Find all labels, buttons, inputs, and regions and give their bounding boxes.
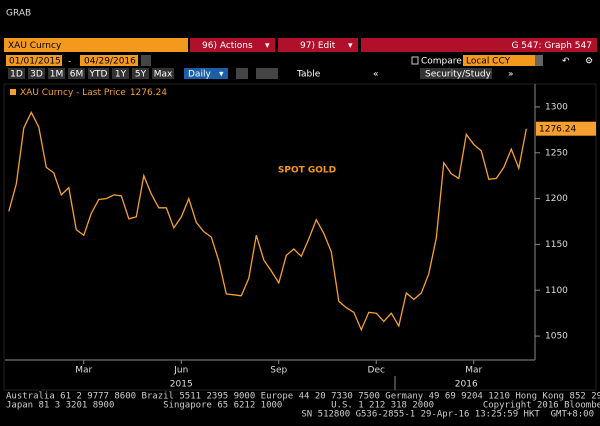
last-price-label: 1276.24 (539, 125, 576, 135)
x-tick-label: Mar (465, 366, 482, 376)
footer-line: SN 512800 G536-2855-1 29-Apr-16 13:25:59… (301, 410, 594, 420)
price-line (8, 110, 527, 332)
compare-icon (411, 56, 419, 65)
period-label: 6M (70, 70, 84, 80)
start-date: 01/01/2015 (9, 57, 61, 67)
dropdown-arrow: ▾ (219, 70, 224, 80)
frequency-button[interactable] (184, 68, 228, 79)
period-button[interactable] (132, 68, 149, 79)
dropdown-arrow: ▾ (265, 41, 270, 51)
ticker: XAU Curncy (8, 41, 62, 51)
x-tick-label: Jun (173, 366, 188, 376)
x-tick-label: Sep (270, 366, 287, 376)
actions-label: 96) Actions (202, 41, 253, 51)
period-button[interactable] (152, 68, 174, 79)
period-button[interactable] (112, 68, 129, 79)
annotation: SPOT GOLD (278, 166, 336, 176)
edit-button[interactable] (278, 38, 358, 52)
period-button[interactable] (88, 68, 109, 79)
security-study: Security/Study (425, 70, 492, 80)
y-tick-label: 1150 (545, 240, 568, 250)
undo-icon[interactable]: ↶ (562, 57, 570, 67)
legend-label: XAU Curncy - Last Price (20, 88, 126, 98)
period-button[interactable] (28, 68, 45, 79)
y-tick-label: 1050 (545, 332, 568, 342)
legend-swatch (10, 89, 16, 95)
legend-value: 1276.24 (130, 88, 167, 98)
period-label: 1M (50, 70, 64, 80)
frequency: Daily (188, 70, 211, 80)
y-tick-label: 1200 (545, 194, 568, 204)
table-button[interactable]: Table (296, 70, 321, 80)
date-separator: - (68, 57, 71, 67)
period-label: 1Y (115, 70, 127, 80)
graph-bar (361, 38, 597, 52)
currency-dropdown[interactable] (535, 55, 543, 66)
window-title: GRAB (6, 9, 31, 19)
start-date-field[interactable] (6, 55, 62, 66)
period-button[interactable] (48, 68, 65, 79)
study-button[interactable] (420, 68, 492, 79)
footer-line: Japan 81 3 3201 8900 Singapore 65 6212 1… (6, 401, 600, 411)
compare-label: Compare (421, 57, 462, 67)
settings-icon[interactable]: ⚙ (585, 57, 593, 67)
period-label: 3D (30, 70, 43, 80)
currency-field[interactable] (463, 55, 543, 66)
dropdown-arrow: ▾ (348, 41, 353, 51)
period-button[interactable] (8, 68, 25, 79)
y-tick-label: 1100 (545, 286, 568, 296)
chart-type-button[interactable] (236, 68, 248, 79)
currency: Local CCY (466, 57, 511, 67)
period-label: 1D (10, 70, 23, 80)
footer-line: Australia 61 2 9777 8600 Brazil 5511 239… (6, 392, 600, 402)
scroll-right[interactable]: » (508, 70, 514, 80)
bar-type-button[interactable] (256, 68, 278, 79)
ticker-field[interactable] (4, 38, 188, 52)
scroll-left[interactable]: « (373, 70, 379, 80)
end-date-field[interactable] (80, 55, 138, 66)
x-tick-label: Mar (75, 366, 92, 376)
graph-label: G 547: Graph 547 (511, 41, 592, 51)
year-label: 2016 (455, 380, 478, 390)
end-date: 04/29/2016 (84, 57, 136, 67)
last-price-tag (536, 121, 596, 136)
actions-button[interactable] (190, 38, 275, 52)
period-label: YTD (89, 70, 108, 80)
edit-label: 97) Edit (300, 41, 336, 51)
y-tick-label: 1300 (545, 102, 568, 112)
x-tick-label: Dec (368, 366, 385, 376)
period-button[interactable] (68, 68, 85, 79)
chart-frame (3, 83, 597, 391)
period-label: 5Y (135, 70, 147, 80)
year-label: 2015 (170, 380, 193, 390)
y-tick-label: 1250 (545, 148, 568, 158)
period-label: Max (154, 70, 173, 80)
date-dropdown[interactable] (141, 55, 151, 66)
